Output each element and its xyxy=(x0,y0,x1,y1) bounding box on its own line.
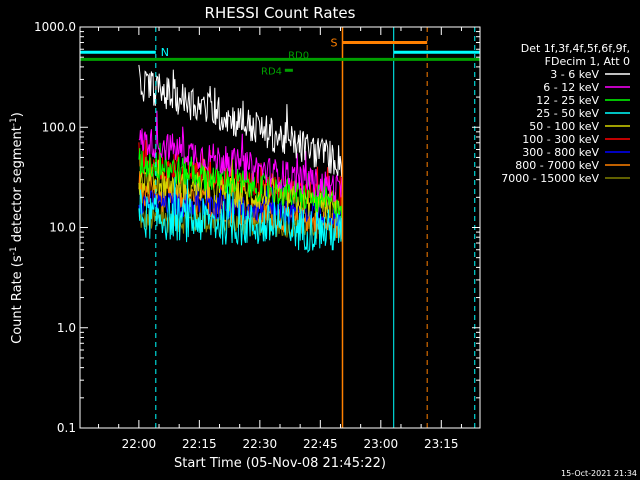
y-tick-label: 1000.0 xyxy=(34,20,76,34)
x-tick-label: 22:30 xyxy=(243,437,278,451)
series-line xyxy=(138,177,343,254)
legend-header-detectors: Det 1f,3f,4f,5f,6f,9f, xyxy=(521,42,630,55)
axes-layer: 22:00 22:15 22:30 22:45 23:00 23:15 0.1 1.0 10.0… xyxy=(34,20,480,451)
y-axis-label: Count Rate (s-1 detector segment-1) xyxy=(9,112,25,344)
chart-title: RHESSI Count Rates xyxy=(205,4,356,22)
legend-label: 800 - 7000 keV xyxy=(515,159,599,172)
footer-timestamp: 15-Oct-2021 21:34 xyxy=(561,469,637,478)
legend-label: 6 - 12 keV xyxy=(543,81,599,94)
rd0-flag-label: RD0 xyxy=(288,50,309,61)
y-tick-label: 10.0 xyxy=(49,221,76,235)
legend-label: 3 - 6 keV xyxy=(550,68,599,81)
y-tick-label: 0.1 xyxy=(57,421,76,435)
x-tick-label: 23:00 xyxy=(364,437,399,451)
series-line xyxy=(138,64,343,178)
series-line xyxy=(138,142,343,218)
legend-label: 100 - 300 keV xyxy=(522,133,599,146)
y-axis-label-end: ) xyxy=(10,112,25,117)
legend-label: 25 - 50 keV xyxy=(536,107,599,120)
data-layer xyxy=(138,64,343,254)
series-line xyxy=(138,110,343,203)
x-tick-label: 22:45 xyxy=(303,437,338,451)
y-tick-label: 100.0 xyxy=(42,120,76,134)
y-axis-label-main: Count Rate (s xyxy=(10,255,25,344)
legend-header-decim: FDecim 1, Att 0 xyxy=(545,55,630,68)
x-tick-label: 23:15 xyxy=(424,437,459,451)
legend: Det 1f,3f,4f,5f,6f,9f, FDecim 1, Att 0 3… xyxy=(501,42,630,185)
night-flag-label: N xyxy=(161,46,169,59)
legend-label: 300 - 800 keV xyxy=(522,146,599,159)
x-axis-label: Start Time (05-Nov-08 21:45:22) xyxy=(174,456,386,471)
rd4-flag-label: RD4 xyxy=(261,66,282,77)
y-axis-label-sup2: -1 xyxy=(9,117,19,126)
y-axis-label-mid: detector segment xyxy=(10,126,25,246)
x-tick-label: 22:15 xyxy=(182,437,217,451)
legend-label: 12 - 25 keV xyxy=(536,94,599,107)
x-tick-label: 22:00 xyxy=(122,437,157,451)
y-axis-label-sup1: -1 xyxy=(9,246,19,255)
saa-flag-label: S xyxy=(331,37,338,50)
y-tick-label: 1.0 xyxy=(57,321,76,335)
legend-label: 50 - 100 keV xyxy=(529,120,599,133)
legend-label: 7000 - 15000 keV xyxy=(501,172,599,185)
